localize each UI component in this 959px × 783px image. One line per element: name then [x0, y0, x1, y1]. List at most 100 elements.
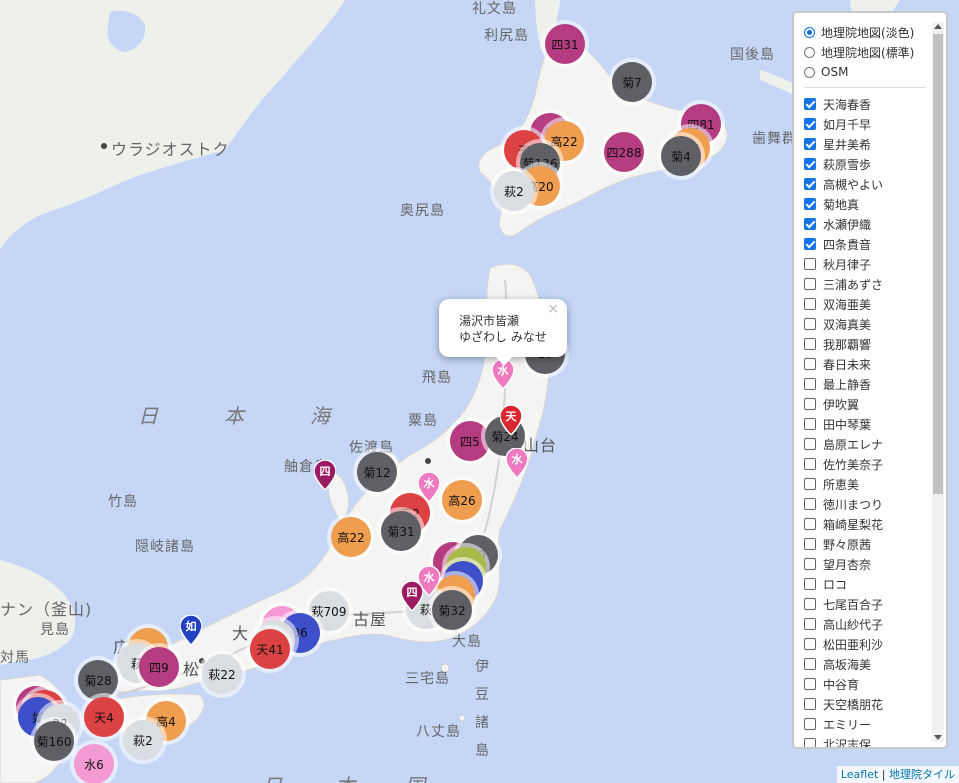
overlay-layer-option[interactable]: 天海春香	[804, 94, 926, 114]
popup-close-button[interactable]: ×	[547, 301, 559, 317]
checkbox[interactable]	[804, 198, 816, 210]
overlay-layer-option[interactable]: 水瀬伊織	[804, 214, 926, 234]
radio-button[interactable]	[804, 66, 815, 78]
checkbox[interactable]	[804, 398, 816, 410]
scroll-up-icon[interactable]	[934, 24, 942, 29]
checkbox[interactable]	[804, 518, 816, 530]
overlay-layer-option[interactable]: 佐竹美奈子	[804, 454, 926, 474]
overlay-layer-option[interactable]: 伊吹翼	[804, 394, 926, 414]
marker-cluster[interactable]: 四31	[545, 24, 585, 64]
checkbox[interactable]	[804, 338, 816, 350]
overlay-layer-option[interactable]: 中谷育	[804, 674, 926, 694]
checkbox[interactable]	[804, 278, 816, 290]
checkbox[interactable]	[804, 638, 816, 650]
checkbox[interactable]	[804, 118, 816, 130]
checkbox[interactable]	[804, 318, 816, 330]
checkbox[interactable]	[804, 438, 816, 450]
checkbox[interactable]	[804, 178, 816, 190]
map-pin-marker[interactable]: 如	[180, 615, 202, 645]
checkbox[interactable]	[804, 598, 816, 610]
marker-cluster[interactable]: 菊160	[34, 721, 74, 761]
overlay-layer-option[interactable]: 北沢志保	[804, 734, 926, 747]
checkbox[interactable]	[804, 98, 816, 110]
checkbox[interactable]	[804, 618, 816, 630]
overlay-layer-option[interactable]: 双海亜美	[804, 294, 926, 314]
overlay-layer-option[interactable]: 最上静香	[804, 374, 926, 394]
scroll-down-icon[interactable]	[934, 735, 942, 740]
overlay-layer-option[interactable]: 秋月律子	[804, 254, 926, 274]
overlay-layer-option[interactable]: 三浦あずさ	[804, 274, 926, 294]
layer-panel-scrollbar[interactable]	[932, 22, 944, 742]
layer-control-panel[interactable]: 地理院地図(淡色) 地理院地図(標準) OSM 天海春香 如月千早 星井美希 萩原雪歩 高槻…	[792, 11, 948, 749]
marker-cluster[interactable]: 萩22	[202, 654, 242, 694]
leaflet-link[interactable]: Leaflet	[840, 768, 879, 781]
checkbox[interactable]	[804, 698, 816, 710]
checkbox[interactable]	[804, 658, 816, 670]
marker-cluster[interactable]: 菊31	[381, 511, 421, 551]
overlay-layer-option[interactable]: 四条貴音	[804, 234, 926, 254]
overlay-layer-option[interactable]: 田中琴葉	[804, 414, 926, 434]
marker-cluster[interactable]: 天4	[84, 697, 124, 737]
overlay-layer-option[interactable]: 高槻やよい	[804, 174, 926, 194]
checkbox[interactable]	[804, 418, 816, 430]
checkbox[interactable]	[804, 138, 816, 150]
overlay-layer-option[interactable]: 菊地真	[804, 194, 926, 214]
map-pin-marker[interactable]: 四	[401, 581, 423, 611]
overlay-layer-option[interactable]: 島原エレナ	[804, 434, 926, 454]
overlay-layer-option[interactable]: 七尾百合子	[804, 594, 926, 614]
overlay-layer-option[interactable]: 箱崎星梨花	[804, 514, 926, 534]
base-layer-option[interactable]: 地理院地図(淡色)	[804, 22, 926, 42]
overlay-layer-option[interactable]: 所恵美	[804, 474, 926, 494]
map-pin-marker[interactable]: 水	[418, 472, 440, 502]
marker-cluster[interactable]: 高26	[442, 480, 482, 520]
checkbox[interactable]	[804, 678, 816, 690]
overlay-layer-option[interactable]: 萩原雪歩	[804, 154, 926, 174]
marker-cluster[interactable]: 萩2	[123, 720, 163, 760]
marker-cluster[interactable]: 四5	[450, 421, 490, 461]
marker-cluster[interactable]: 萩2	[494, 171, 534, 211]
marker-cluster[interactable]: 天41	[250, 629, 290, 669]
overlay-layer-option[interactable]: 天空橋朋花	[804, 694, 926, 714]
checkbox[interactable]	[804, 358, 816, 370]
checkbox[interactable]	[804, 258, 816, 270]
overlay-layer-option[interactable]: 望月杏奈	[804, 554, 926, 574]
overlay-layer-option[interactable]: エミリー	[804, 714, 926, 734]
checkbox[interactable]	[804, 558, 816, 570]
marker-cluster[interactable]: 四9	[139, 647, 179, 687]
radio-button[interactable]	[804, 46, 815, 58]
checkbox[interactable]	[804, 458, 816, 470]
base-layer-option[interactable]: OSM	[804, 62, 926, 82]
checkbox[interactable]	[804, 238, 816, 250]
map-pin-marker[interactable]: 水	[506, 448, 528, 478]
marker-cluster[interactable]: 菊12	[357, 452, 397, 492]
overlay-layer-option[interactable]: 徳川まつり	[804, 494, 926, 514]
checkbox[interactable]	[804, 718, 816, 730]
checkbox[interactable]	[804, 378, 816, 390]
checkbox[interactable]	[804, 218, 816, 230]
checkbox[interactable]	[804, 738, 816, 747]
overlay-layer-option[interactable]: 如月千早	[804, 114, 926, 134]
checkbox[interactable]	[804, 158, 816, 170]
overlay-layer-option[interactable]: 双海真美	[804, 314, 926, 334]
checkbox[interactable]	[804, 478, 816, 490]
checkbox[interactable]	[804, 538, 816, 550]
overlay-layer-option[interactable]: 我那覇響	[804, 334, 926, 354]
marker-cluster[interactable]: 菊28	[78, 660, 118, 700]
marker-cluster[interactable]: 水6	[74, 744, 114, 783]
scrollbar-thumb[interactable]	[933, 34, 943, 494]
overlay-layer-option[interactable]: 春日未来	[804, 354, 926, 374]
checkbox[interactable]	[804, 298, 816, 310]
map-pin-marker[interactable]: 天	[500, 405, 522, 435]
overlay-layer-option[interactable]: 松田亜利沙	[804, 634, 926, 654]
overlay-layer-option[interactable]: 高山紗代子	[804, 614, 926, 634]
marker-cluster[interactable]: 菊4	[661, 136, 701, 176]
overlay-layer-option[interactable]: ロコ	[804, 574, 926, 594]
gsi-tiles-link[interactable]: 地理院タイル	[889, 768, 955, 781]
checkbox[interactable]	[804, 578, 816, 590]
map-pin-marker[interactable]: 四	[314, 460, 336, 490]
overlay-layer-option[interactable]: 野々原茜	[804, 534, 926, 554]
map-pin-marker[interactable]: 水	[418, 566, 440, 596]
radio-button[interactable]	[804, 26, 815, 38]
overlay-layer-option[interactable]: 星井美希	[804, 134, 926, 154]
base-layer-option[interactable]: 地理院地図(標準)	[804, 42, 926, 62]
